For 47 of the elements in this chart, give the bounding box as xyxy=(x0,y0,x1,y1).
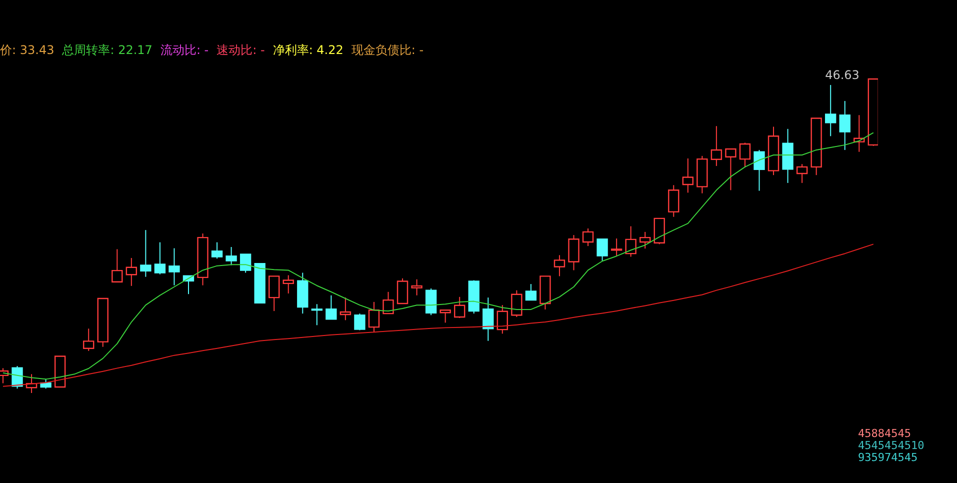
candlestick xyxy=(368,301,380,333)
candlestick xyxy=(610,238,622,256)
candlestick xyxy=(496,304,508,334)
candlestick xyxy=(839,100,850,150)
candlestick xyxy=(554,254,566,277)
candlestick xyxy=(282,274,294,294)
candlestick xyxy=(382,291,394,314)
candlestick xyxy=(725,148,736,191)
candlestick xyxy=(83,328,94,352)
candlestick xyxy=(596,238,608,262)
candlestick xyxy=(640,231,651,250)
candlestick xyxy=(525,284,537,301)
candlestick xyxy=(824,84,836,137)
text: 4545454510 xyxy=(858,439,924,452)
candlestick xyxy=(796,164,808,184)
candlestick xyxy=(739,142,751,168)
candlestick xyxy=(112,248,123,282)
candlestick xyxy=(568,234,580,271)
candlestick xyxy=(682,158,694,194)
candlestick xyxy=(582,228,594,247)
candlestick xyxy=(340,297,352,321)
text: 935974545 xyxy=(858,451,919,464)
candlestick xyxy=(126,257,138,286)
candlestick xyxy=(440,310,451,324)
candlestick xyxy=(411,278,422,296)
candlestick xyxy=(668,184,680,218)
candlestick xyxy=(396,278,408,304)
chart-subtitle: 价: 33.43 总周转率: 22.17 流动比: - 速动比: - 净利率: 4.22 现金负债比: - xyxy=(0,43,424,57)
candlestick xyxy=(311,304,323,326)
candlestick xyxy=(168,248,180,286)
candlestick xyxy=(625,226,636,258)
candlestick xyxy=(326,294,337,320)
candlestick xyxy=(454,296,466,318)
candlestick xyxy=(511,290,522,318)
text: 45884545 xyxy=(858,427,912,440)
candlestick xyxy=(482,297,494,342)
candlestick xyxy=(354,313,366,331)
candlestick xyxy=(226,246,237,266)
candlestick xyxy=(140,230,152,278)
candlestick xyxy=(154,242,166,275)
candlestick xyxy=(211,242,223,260)
candlestick xyxy=(710,126,722,166)
annotation: 46.63 xyxy=(825,68,860,82)
candlestick xyxy=(240,254,252,274)
candlestick xyxy=(268,276,280,312)
candlestick xyxy=(754,149,765,192)
candlestick xyxy=(425,288,437,316)
